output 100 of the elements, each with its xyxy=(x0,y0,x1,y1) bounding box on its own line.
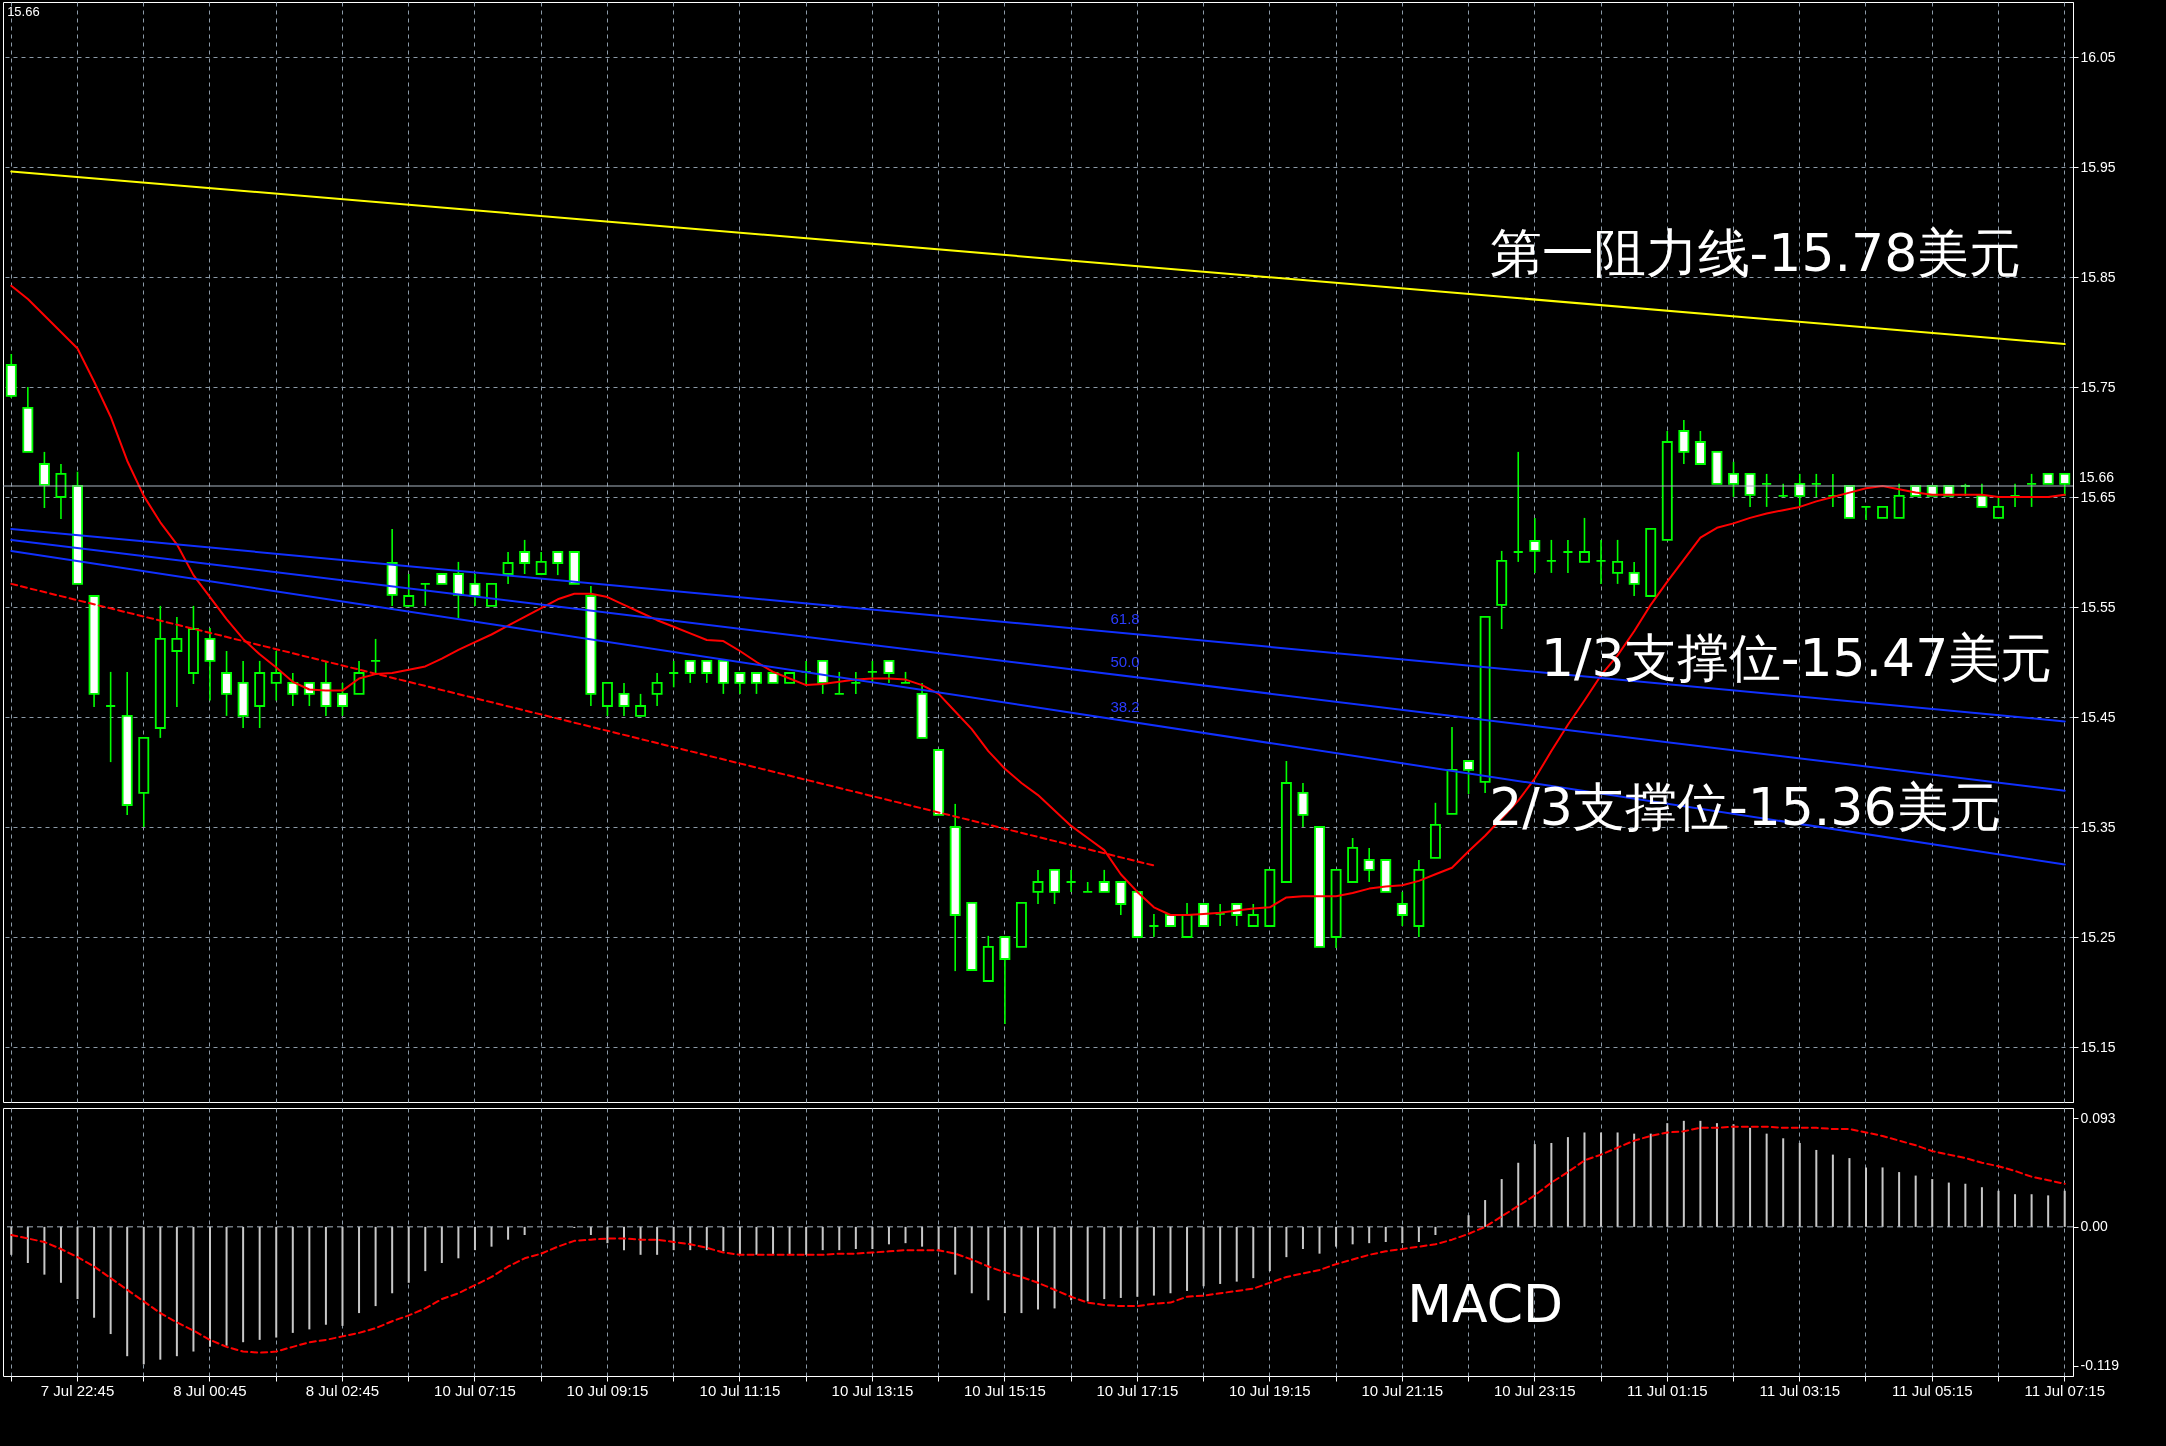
candlestick xyxy=(105,671,117,763)
bar xyxy=(772,1226,775,1255)
candlestick xyxy=(2059,473,2071,497)
candlestick xyxy=(38,451,50,509)
candlestick xyxy=(1976,483,1988,508)
y-tick-label: 16.05 xyxy=(2080,48,2116,65)
bar xyxy=(209,1226,211,1347)
candlestick xyxy=(171,616,183,708)
bar xyxy=(1020,1226,1023,1314)
bar xyxy=(904,1226,907,1244)
bar xyxy=(1600,1132,1603,1227)
bar xyxy=(1732,1124,1735,1227)
bar xyxy=(1815,1149,1818,1227)
y-tick-label: 15.15 xyxy=(2080,1038,2116,1055)
candlestick xyxy=(1396,891,1408,927)
candlestick xyxy=(486,583,497,607)
candlestick xyxy=(1810,473,1822,498)
bar xyxy=(1103,1226,1106,1300)
candlestick xyxy=(1463,760,1475,795)
candlestick xyxy=(1860,506,1872,521)
bar xyxy=(424,1226,427,1272)
candlestick xyxy=(833,671,845,695)
bar xyxy=(1268,1226,1271,1272)
bar xyxy=(59,1226,62,1283)
x-tick-label: 10 Jul 21:15 xyxy=(1361,1381,1444,1399)
bar xyxy=(26,1226,29,1263)
bar xyxy=(1715,1123,1718,1227)
bar xyxy=(1384,1226,1387,1242)
bar xyxy=(1500,1179,1503,1227)
x-tick-label: 11 Jul 01:15 xyxy=(1626,1381,1708,1399)
annotation: 61.8 xyxy=(1110,610,1140,628)
y-tick-label: 15.35 xyxy=(2080,818,2116,835)
bar xyxy=(1997,1190,2000,1227)
candlestick xyxy=(1694,430,1706,465)
candlestick xyxy=(1728,461,1739,498)
candlestick xyxy=(419,583,431,607)
bar xyxy=(1666,1123,1669,1227)
bar xyxy=(1484,1200,1487,1227)
bar xyxy=(821,1226,824,1251)
candlestick xyxy=(1363,847,1375,883)
candlestick xyxy=(1529,517,1541,574)
bar xyxy=(159,1226,162,1360)
bar xyxy=(854,1226,857,1249)
bar xyxy=(1633,1133,1636,1227)
bar xyxy=(76,1226,79,1300)
candlestick xyxy=(1297,782,1309,828)
x-tick-label: 8 Jul 02:45 xyxy=(305,1381,380,1399)
x-tick-label: 10 Jul 09:15 xyxy=(566,1381,649,1399)
bar xyxy=(1003,1226,1006,1314)
candlestick xyxy=(999,936,1011,1025)
annotation: 第一阻力线-15.78美元 xyxy=(1489,223,2022,283)
ref-line-label: 15.66 xyxy=(2079,469,2115,485)
x-tick-label: 10 Jul 07:15 xyxy=(434,1381,516,1399)
bar xyxy=(1219,1226,1222,1284)
candlestick xyxy=(1562,539,1574,574)
bar xyxy=(1202,1226,1205,1287)
candlestick xyxy=(1744,473,1756,508)
bar xyxy=(358,1226,361,1314)
bar xyxy=(921,1226,924,1247)
bar xyxy=(1533,1144,1536,1227)
bar xyxy=(1881,1167,1884,1227)
candlestick xyxy=(1579,517,1590,563)
candlestick xyxy=(635,693,647,717)
bar xyxy=(1898,1172,1901,1227)
candlestick xyxy=(1148,913,1160,938)
bar xyxy=(970,1226,973,1294)
candlestick xyxy=(2026,473,2038,508)
bar xyxy=(457,1226,460,1259)
bar xyxy=(1335,1226,1338,1247)
bar xyxy=(1583,1132,1586,1227)
y-tick-label: -0.119 xyxy=(2080,1357,2120,1374)
bar xyxy=(1136,1226,1139,1297)
bar xyxy=(192,1226,195,1352)
candlestick xyxy=(552,551,564,576)
candlestick xyxy=(618,682,630,717)
bar xyxy=(1980,1187,1983,1227)
bar xyxy=(291,1226,294,1333)
candlestick xyxy=(701,660,713,684)
bar xyxy=(606,1226,609,1244)
bar xyxy=(242,1226,245,1343)
candlestick xyxy=(1612,539,1624,585)
y-tick-label: 15.55 xyxy=(2080,598,2116,615)
bar xyxy=(1417,1226,1420,1242)
bar xyxy=(374,1226,377,1307)
candlestick xyxy=(883,660,895,684)
candlestick xyxy=(1893,483,1905,519)
candlestick xyxy=(1049,869,1061,905)
bar xyxy=(1070,1226,1073,1301)
annotation: 50.0 xyxy=(1110,653,1140,670)
candlestick xyxy=(1198,903,1210,927)
bar xyxy=(1434,1226,1437,1236)
candlestick xyxy=(684,660,696,684)
line-series xyxy=(10,1125,2066,1354)
bar xyxy=(1467,1215,1470,1227)
candlestick xyxy=(337,682,348,717)
candlestick xyxy=(1115,881,1127,916)
candlestick xyxy=(403,573,415,607)
candlestick xyxy=(1628,561,1640,597)
x-tick-label: 11 Jul 07:15 xyxy=(2024,1381,2106,1399)
bar xyxy=(871,1226,874,1249)
